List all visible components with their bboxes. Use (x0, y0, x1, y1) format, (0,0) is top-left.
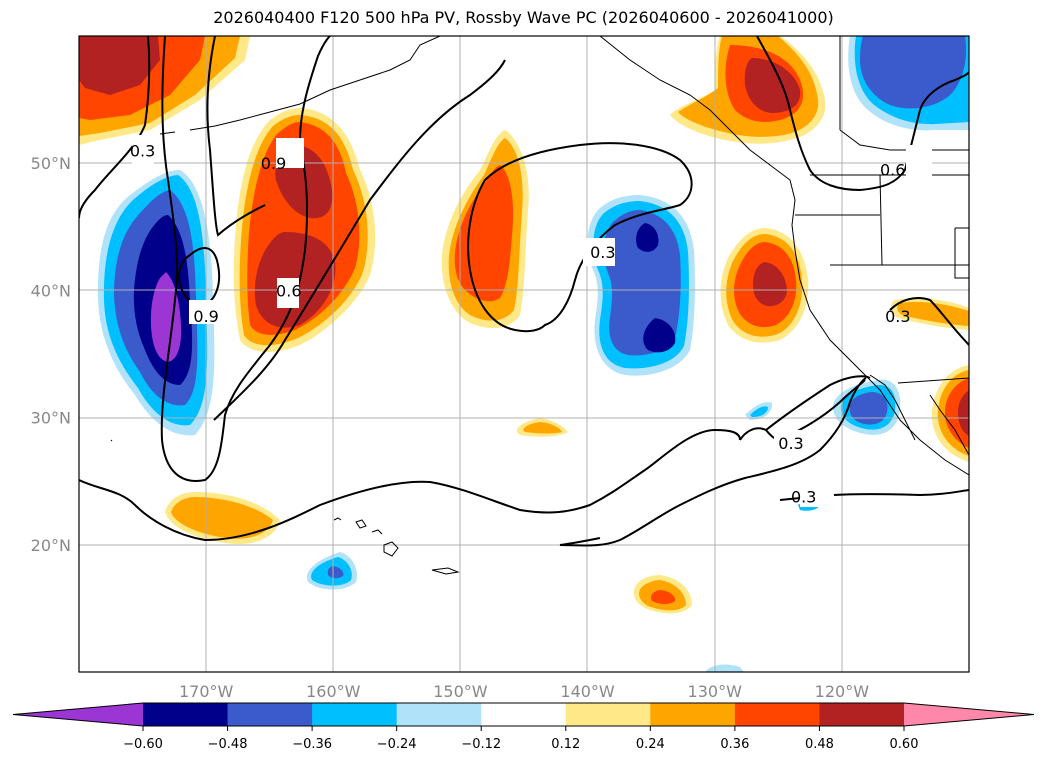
pv-anomaly-negative-ne (848, 36, 969, 131)
colorbar-label: 0.48 (805, 737, 834, 752)
colorbar-extend-low (13, 703, 143, 726)
lon-tick-label: 150°W (433, 682, 488, 701)
coastlines (159, 36, 969, 476)
contour-label: 0.3 (885, 307, 910, 326)
contour-label: 0.9 (193, 307, 218, 326)
contour-label: 0.3 (791, 487, 816, 506)
map-plot-area: 0.3 0.9 0.9 0.6 0.3 0.6 0.3 0.3 0.3 (79, 36, 969, 672)
plot-background (79, 36, 969, 672)
contour-label: 0.3 (590, 243, 615, 262)
lat-ticks: 20°N 30°N 40°N 50°N (31, 154, 71, 555)
colorbar-label: 0.24 (636, 737, 665, 752)
colorbar-segment (650, 703, 736, 726)
hawaii-islands (110, 439, 460, 575)
contour-label: 0.6 (276, 281, 301, 300)
pv-anomaly-negative-w (97, 170, 215, 436)
chart-title: 2026040400 F120 500 hPa PV, Rossby Wave … (213, 8, 834, 27)
colorbar-segment (396, 703, 482, 726)
pv-anomaly-small-features (165, 402, 820, 672)
lon-tick-label: 140°W (560, 682, 615, 701)
colorbar-extend-high (904, 703, 1034, 726)
colorbar-label: 0.60 (890, 737, 919, 752)
colorbar-segment (481, 703, 567, 726)
colorbar-segment (227, 703, 313, 726)
colorbar-segment (565, 703, 651, 726)
colorbar-label: 0.12 (551, 737, 580, 752)
lon-ticks: 170°W 160°W 150°W 140°W 130°W 120°W (179, 682, 869, 701)
colorbar-segment (143, 703, 229, 726)
lat-tick-label: 50°N (31, 154, 71, 173)
contour-label: 0.6 (880, 161, 905, 180)
lat-tick-label: 20°N (31, 536, 71, 555)
pv-anomaly-positive-e (931, 365, 969, 462)
colorbar-label: −0.12 (461, 737, 501, 752)
plot-frame (78, 35, 970, 673)
contour-label: 0.9 (261, 154, 286, 173)
colorbar-segment (819, 703, 905, 726)
lon-tick-label: 130°W (688, 682, 743, 701)
colorbar-label: 0.36 (720, 737, 749, 752)
colorbar-label: −0.36 (292, 737, 332, 752)
lon-tick-label: 160°W (306, 682, 361, 701)
pv-anomaly-positive-ca (720, 228, 809, 343)
lat-tick-label: 30°N (31, 409, 71, 428)
contour-labels: 0.3 0.9 0.9 0.6 0.3 0.6 0.3 0.3 0.3 (130, 141, 911, 506)
contour-label: 0.3 (778, 434, 803, 453)
colorbar-label: −0.24 (377, 737, 417, 752)
pv-anomaly-negative-ec (587, 195, 695, 376)
pv-anomaly-positive-ne (670, 36, 826, 144)
contour-label: 0.3 (130, 141, 155, 160)
colorbar: −0.60 −0.48 −0.36 −0.24 −0.12 0.12 0.24 0.36 0.4… (12, 702, 1035, 752)
contour-label-backgrounds (132, 135, 932, 507)
lon-tick-label: 120°W (815, 682, 870, 701)
colorbar-segment (312, 703, 398, 726)
lon-tick-label: 170°W (179, 682, 234, 701)
colorbar-label: −0.60 (123, 737, 163, 752)
lat-tick-label: 40°N (31, 281, 71, 300)
colorbar-segment (734, 703, 820, 726)
pv-anomaly-positive-nw (79, 36, 250, 145)
colorbar-label: −0.48 (208, 737, 248, 752)
